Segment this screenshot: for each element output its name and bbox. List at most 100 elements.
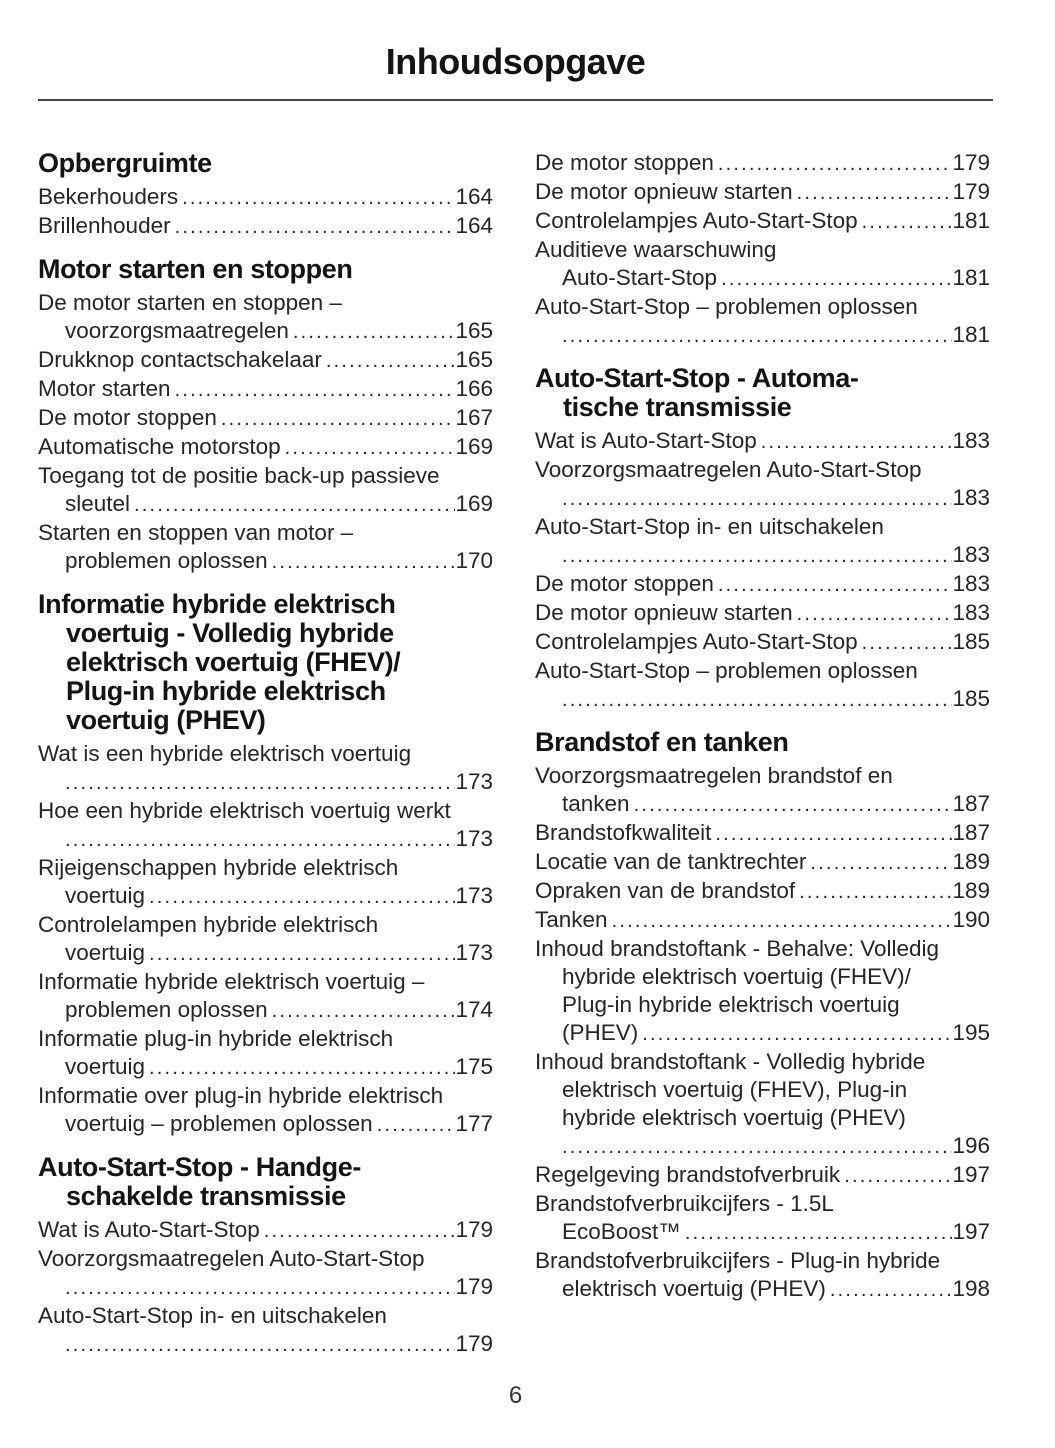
entry-line: Hoe een hybride elektrisch voertuig werk… <box>38 798 451 823</box>
section-heading-line: Motor starten en stoppen <box>38 254 353 284</box>
section-heading-line: Plug-in hybride elektrisch <box>66 676 386 706</box>
toc-entry: De motor opnieuw starten................… <box>535 599 990 628</box>
leader-dots: ........................................… <box>220 408 456 430</box>
entry-line: Inhoud brandstoftank - Volledig hybride <box>535 1049 926 1074</box>
section-heading-line: voertuig - Volledig hybride <box>66 618 394 648</box>
entry-page-number: 167 <box>455 405 493 430</box>
entry-line: tanken..................................… <box>535 790 990 819</box>
toc-entry: Locatie van de tanktrechter.............… <box>535 848 990 877</box>
entry-line: ........................................… <box>535 1132 990 1161</box>
entry-page-number: 175 <box>455 1054 493 1079</box>
leader-dots: ........................................… <box>861 211 953 233</box>
toc-entry: Automatische motorstop..................… <box>38 433 493 462</box>
toc-entry: Informatie over plug-in hybride elektris… <box>38 1082 493 1139</box>
entry-page-number: 187 <box>952 791 990 816</box>
leader-dots: ........................................… <box>65 829 455 851</box>
leader-dots: ........................................… <box>721 268 953 290</box>
leader-dots: ........................................… <box>134 494 455 516</box>
entry-line: Auto-Start-Stop – problemen oplossen <box>535 294 918 319</box>
leader-dots: ........................................… <box>562 545 952 567</box>
leader-dots: ........................................… <box>717 574 953 596</box>
entry-line: ........................................… <box>535 541 990 570</box>
toc-entry: Brandstofverbruikcijfers - Plug-in hybri… <box>535 1247 990 1304</box>
entry-text: voertuig <box>65 940 146 965</box>
entry-page-number: 166 <box>455 376 493 401</box>
toc-entry: Auto-Start-Stop in- en uitschakelen.....… <box>38 1302 493 1359</box>
entry-text: Auto-Start-Stop <box>562 265 718 290</box>
leader-dots: ........................................… <box>174 216 456 238</box>
entry-text: Wat is Auto-Start-Stop <box>38 1217 260 1242</box>
entry-page-number: 179 <box>455 1274 493 1299</box>
entry-page-number: 169 <box>455 434 493 459</box>
section-heading-line: voertuig (PHEV) <box>66 705 266 735</box>
leader-dots: ........................................… <box>861 632 953 654</box>
entry-text: Bekerhouders <box>38 184 179 209</box>
entry-line: ........................................… <box>535 321 990 350</box>
entry-line: Locatie van de tanktrechter.............… <box>535 848 990 877</box>
toc-entry: Inhoud brandstoftank - Behalve: Volledig… <box>535 935 990 1048</box>
entry-line: problemen oplossen......................… <box>38 996 493 1025</box>
entry-page-number: 195 <box>952 1020 990 1045</box>
toc-columns: Opbergruimte Bekerhouders................… <box>38 149 993 1359</box>
entry-text: De motor opnieuw starten <box>535 600 793 625</box>
entry-text: elektrisch voertuig (PHEV) <box>562 1276 826 1301</box>
entry-line: Auditieve waarschuwing <box>535 237 777 262</box>
entry-line: Controlelampjes Auto-Start-Stop.........… <box>535 207 990 236</box>
toc-entry: Brandstofverbruikcijfers - 1.5L EcoBoost™… <box>535 1190 990 1247</box>
toc-entry: Wat is Auto-Start-Stop..................… <box>38 1216 493 1245</box>
entry-page-number: 198 <box>952 1276 990 1301</box>
entry-page-number: 165 <box>455 347 493 372</box>
toc-entry: Toegang tot de positie back-up passieve s… <box>38 462 493 519</box>
entry-text: De motor stoppen <box>535 150 714 175</box>
toc-entry: Wat is een hybride elektrisch voertuig..… <box>38 740 493 797</box>
toc-entry: Opraken van de brandstof................… <box>535 877 990 906</box>
entry-page-number: 164 <box>455 213 493 238</box>
entry-page-number: 173 <box>455 826 493 851</box>
entry-line: Rijeigenschappen hybride elektrisch <box>38 855 399 880</box>
entry-text: Motor starten <box>38 376 171 401</box>
entry-text: voertuig <box>65 1054 146 1079</box>
toc-entry: Brandstofkwaliteit......................… <box>535 819 990 848</box>
leader-dots: ........................................… <box>715 823 952 845</box>
toc-entry: Voorzorgsmaatregelen Auto-Start-Stop....… <box>535 456 990 513</box>
entry-page-number: 185 <box>952 629 990 654</box>
entry-line: Informatie over plug-in hybride elektris… <box>38 1083 444 1108</box>
entry-page-number: 179 <box>952 150 990 175</box>
leader-dots: ........................................… <box>376 1114 456 1136</box>
section-heading-line: Brandstof en tanken <box>535 727 789 757</box>
entry-page-number: 197 <box>952 1219 990 1244</box>
entry-line: Starten en stoppen van motor – <box>38 520 354 545</box>
entry-text: problemen oplossen <box>65 997 268 1022</box>
leader-dots: ........................................… <box>271 551 456 573</box>
leader-dots: ........................................… <box>562 488 952 510</box>
entry-page-number: 189 <box>952 878 990 903</box>
entry-line: ........................................… <box>38 825 493 854</box>
toc-entry: Voorzorgsmaatregelen brandstof en tanken.… <box>535 762 990 819</box>
entry-line: De motor opnieuw starten................… <box>535 599 990 628</box>
toc-entry: Inhoud brandstoftank - Volledig hybride e… <box>535 1048 990 1161</box>
entry-page-number: 179 <box>455 1217 493 1242</box>
entry-line: problemen oplossen......................… <box>38 547 493 576</box>
entry-line: Brandstofverbruikcijfers - 1.5L <box>535 1191 834 1216</box>
entry-page-number: 169 <box>455 491 493 516</box>
entry-line: elektrisch voertuig (FHEV), Plug-in <box>562 1077 908 1102</box>
entry-text: problemen oplossen <box>65 548 268 573</box>
leader-dots: ........................................… <box>796 603 953 625</box>
toc-entry: Auto-Start-Stop in- en uitschakelen.....… <box>535 513 990 570</box>
entry-line: hybride elektrisch voertuig (FHEV)/ <box>562 964 911 989</box>
entry-text: De motor opnieuw starten <box>535 179 793 204</box>
entry-line: De motor stoppen........................… <box>535 149 990 178</box>
entry-text: Controlelampjes Auto-Start-Stop <box>535 208 858 233</box>
page-footer: 6 <box>38 1382 993 1410</box>
entry-text: Controlelampjes Auto-Start-Stop <box>535 629 858 654</box>
leader-dots: ........................................… <box>796 182 953 204</box>
entry-text: voertuig <box>65 883 146 908</box>
leader-dots: ........................................… <box>149 886 456 908</box>
toc-entry: Auto-Start-Stop – problemen oplossen....… <box>535 657 990 714</box>
entry-line: Regelgeving brandstofverbruik...........… <box>535 1161 990 1190</box>
entry-text: tanken <box>562 791 630 816</box>
section-heading-line: Auto-Start-Stop - Automa- <box>535 363 859 393</box>
entry-text: De motor stoppen <box>535 571 714 596</box>
entry-page-number: 187 <box>952 820 990 845</box>
toc-entry: Rijeigenschappen hybride elektrisch voert… <box>38 854 493 911</box>
